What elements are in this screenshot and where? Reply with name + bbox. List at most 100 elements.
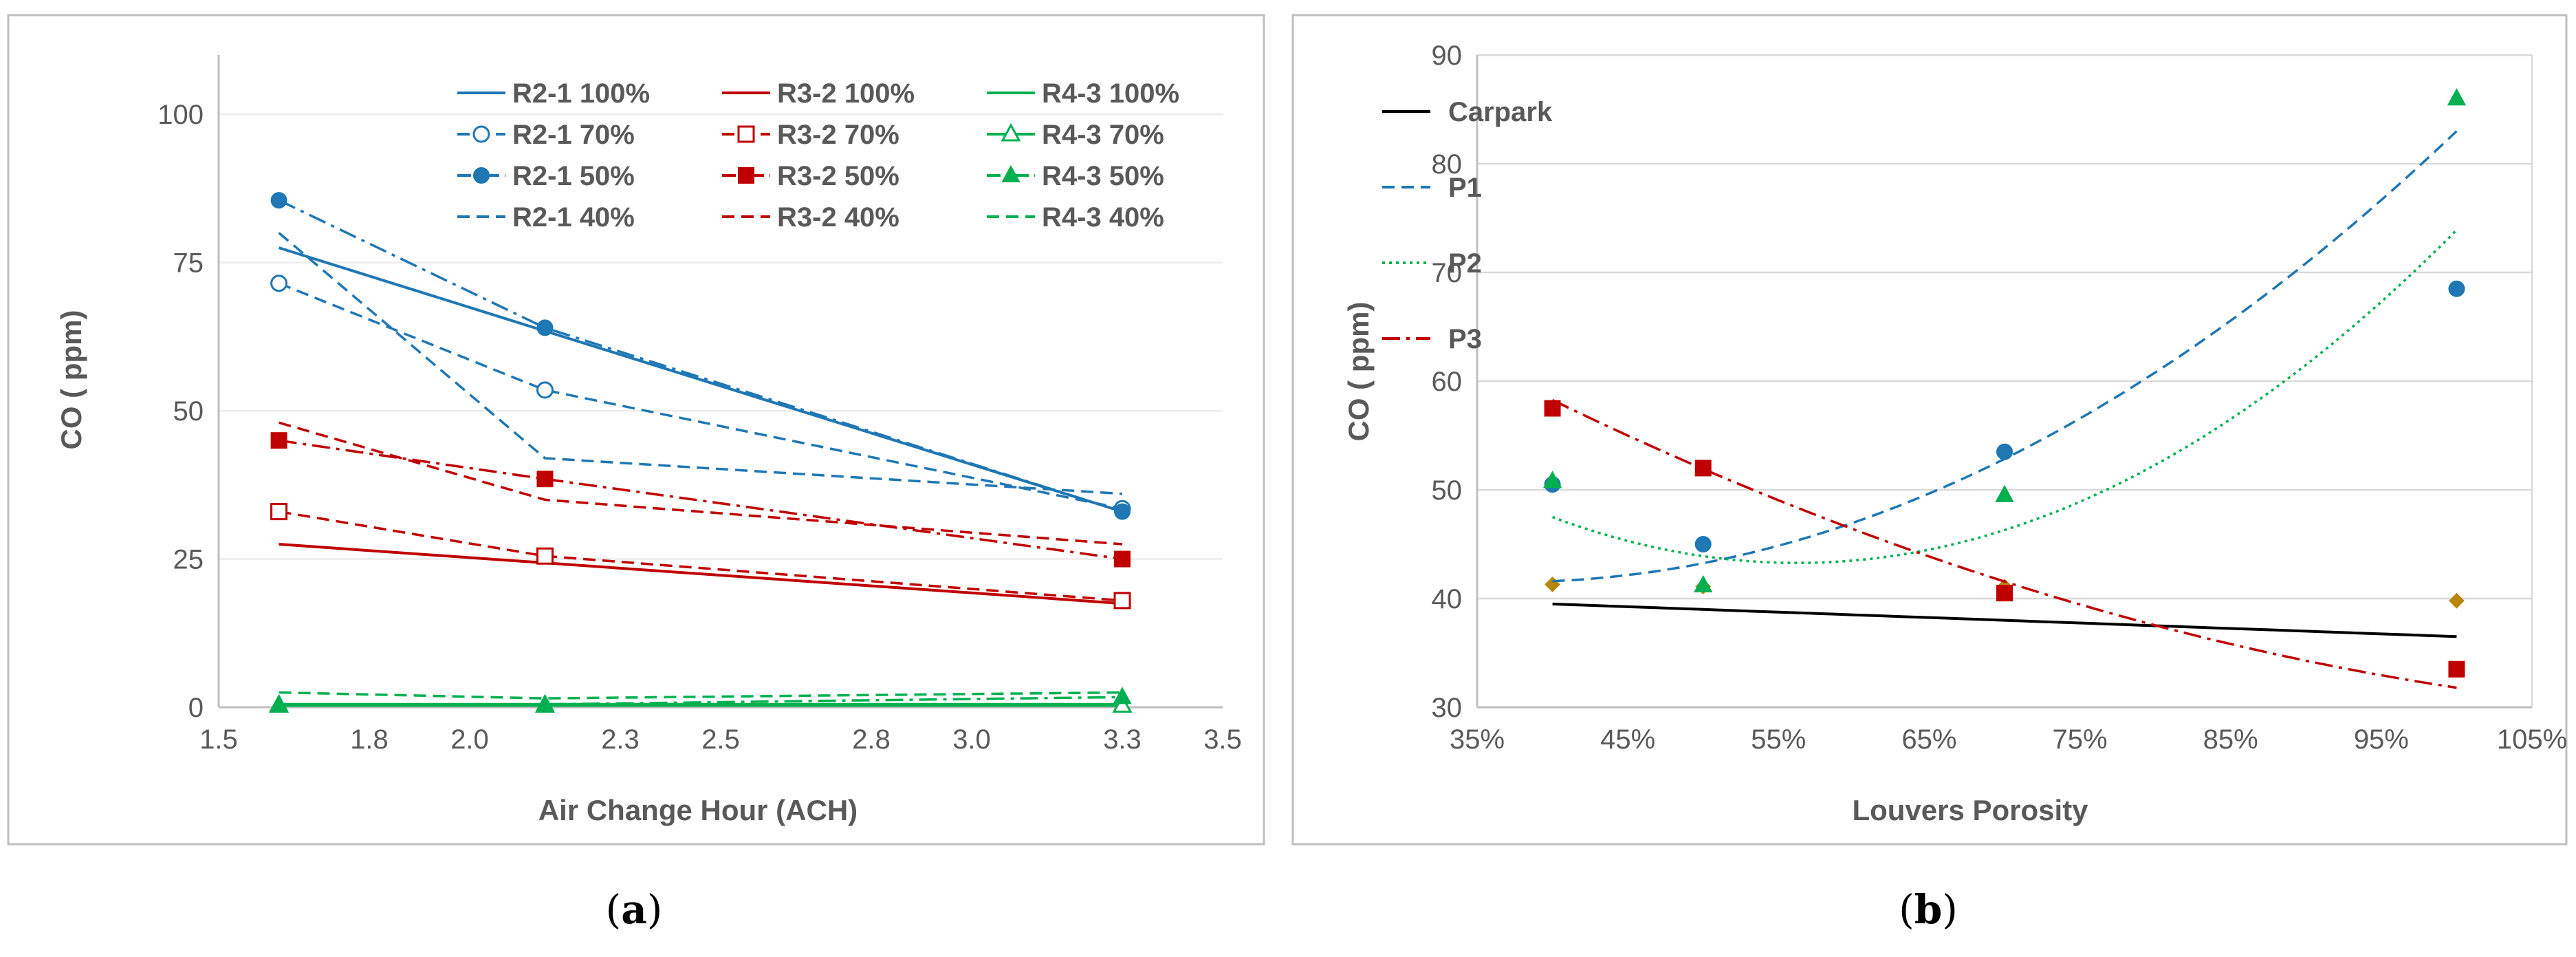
legend-label: R3-2 100%: [777, 78, 915, 109]
series-p3: [1544, 398, 2465, 689]
y-tick-label: 30: [1432, 693, 1463, 723]
data-point: [535, 693, 555, 711]
legend-marker: [738, 167, 754, 184]
data-point: [1114, 503, 1131, 520]
legend-item: R4-3 50%: [987, 161, 1164, 191]
panel-a-ylabel: CO ( ppm): [55, 310, 87, 450]
panel-b-series: [1542, 88, 2467, 689]
panel-a-series: [269, 192, 1133, 713]
x-tick-label: 2.8: [852, 724, 891, 755]
series-line: [279, 691, 1123, 700]
series-line: [1552, 602, 2457, 638]
panel-b-ticks: 30 40 50 60 70 80 90 35% 45% 55% 65% 75% 85% 95% 105%: [1432, 41, 2568, 755]
panel-b-xlabel: Louvers Porosity: [1852, 794, 2088, 826]
panel-a-axes: [217, 55, 1223, 709]
series-r4-3-40-: [279, 691, 1123, 700]
series-r3-2-70-: [270, 503, 1131, 610]
data-point: [1112, 694, 1133, 713]
caption-b: (b): [1899, 886, 1958, 933]
series-r3-2-50-: [270, 432, 1131, 568]
series-line: [1551, 398, 2457, 689]
x-tick-label: 55%: [1751, 724, 1806, 755]
data-point: [2448, 280, 2465, 297]
legend-item: R3-2 70%: [722, 120, 899, 150]
legend-marker: [1001, 164, 1020, 182]
data-point: [1542, 471, 1562, 488]
y-tick-label: 25: [173, 545, 204, 575]
caption-a-letter: a: [621, 886, 647, 933]
data-point: [270, 503, 288, 521]
panel-a: 0 25 50 75 100 1.5 1.8 2.0 2.3 2.5 2.8 3.0 3.3 3.5 Ai…: [7, 14, 1265, 846]
panel-b-frame: [1291, 14, 2568, 846]
legend-item: R3-2 40%: [722, 202, 899, 233]
legend-item: P2: [1382, 248, 1482, 279]
panel-a-legend: R2-1 100% R3-2 100% R4-3 100% R2-1 70% R3-2 …: [457, 78, 1179, 233]
series-r3-2-40-: [279, 421, 1123, 546]
panel-a-ticks: 0 25 50 75 100 1.5 1.8 2.0 2.3 2.5 2.8 3.0 3.3 3.5: [157, 100, 1242, 755]
legend-label: R2-1 70%: [512, 120, 635, 150]
data-point: [270, 275, 288, 292]
series-r2-1-50-: [270, 192, 1131, 520]
x-tick-label: 1.5: [199, 724, 238, 755]
legend-label: R4-3 50%: [1042, 161, 1164, 191]
caption-a: (a): [606, 886, 663, 933]
legend-marker: [472, 125, 490, 143]
x-tick-label: 3.5: [1203, 724, 1242, 755]
data-point: [1113, 592, 1131, 610]
legend-label: R2-1 40%: [512, 202, 635, 233]
series-r2-1-40-: [278, 232, 1123, 495]
panel-b-legend: Carpark P1 P2 P3: [1382, 97, 1553, 354]
panel-a-xlabel: Air Change Hour (ACH): [538, 794, 858, 826]
data-point: [1113, 687, 1132, 705]
caption-b-close: ): [1942, 886, 1958, 933]
legend-item: R4-3 100%: [987, 78, 1179, 109]
data-point: [1995, 484, 2014, 502]
legend-item: R4-3 70%: [987, 120, 1164, 150]
data-point: [270, 432, 287, 449]
legend-marker: [473, 167, 490, 184]
legend-marker: [737, 125, 755, 143]
caption-a-open: (: [606, 886, 622, 933]
series-line: [278, 232, 1123, 495]
y-tick-label: 100: [157, 100, 204, 130]
data-point: [1694, 460, 1712, 477]
legend-label: P1: [1448, 173, 1482, 203]
y-tick-label: 40: [1432, 584, 1463, 614]
x-tick-label: 2.3: [601, 724, 640, 755]
x-tick-label: 95%: [2354, 724, 2409, 755]
series-line: [279, 696, 1123, 706]
data-point: [2447, 88, 2467, 106]
caption-b-letter: b: [1914, 886, 1943, 933]
legend-label: R2-1 50%: [512, 161, 635, 191]
x-tick-label: 85%: [2203, 724, 2258, 755]
series-line: [279, 543, 1123, 605]
x-tick-label: 2.5: [701, 724, 740, 755]
data-point: [1996, 585, 2013, 602]
legend-item: R2-1 70%: [457, 120, 635, 150]
legend-label: R4-3 40%: [1042, 202, 1164, 233]
series-r4-3-50-: [269, 687, 1132, 711]
legend-label: P3: [1448, 324, 1482, 354]
series-line: [1551, 229, 2458, 564]
legend-label: R4-3 70%: [1042, 120, 1164, 150]
data-point: [270, 192, 287, 209]
legend-item: R3-2 50%: [722, 161, 899, 191]
x-tick-label: 3.0: [952, 724, 991, 755]
data-point: [1544, 400, 1561, 417]
data-point: [536, 547, 554, 565]
legend-label: P2: [1448, 248, 1482, 279]
data-point: [269, 693, 289, 711]
series-line: [279, 439, 1123, 561]
data-point: [1694, 574, 1713, 593]
legend-item: R4-3 40%: [987, 202, 1164, 233]
x-tick-label: 105%: [2497, 724, 2567, 755]
series-line: [278, 282, 1123, 510]
legend-item: P1: [1382, 173, 1482, 203]
legend-item: R2-1 50%: [457, 161, 635, 191]
legend-label: R3-2 70%: [777, 120, 899, 150]
data-point: [536, 471, 554, 488]
legend-item: R2-1 40%: [457, 202, 635, 233]
series-r3-2-100-: [279, 543, 1123, 605]
